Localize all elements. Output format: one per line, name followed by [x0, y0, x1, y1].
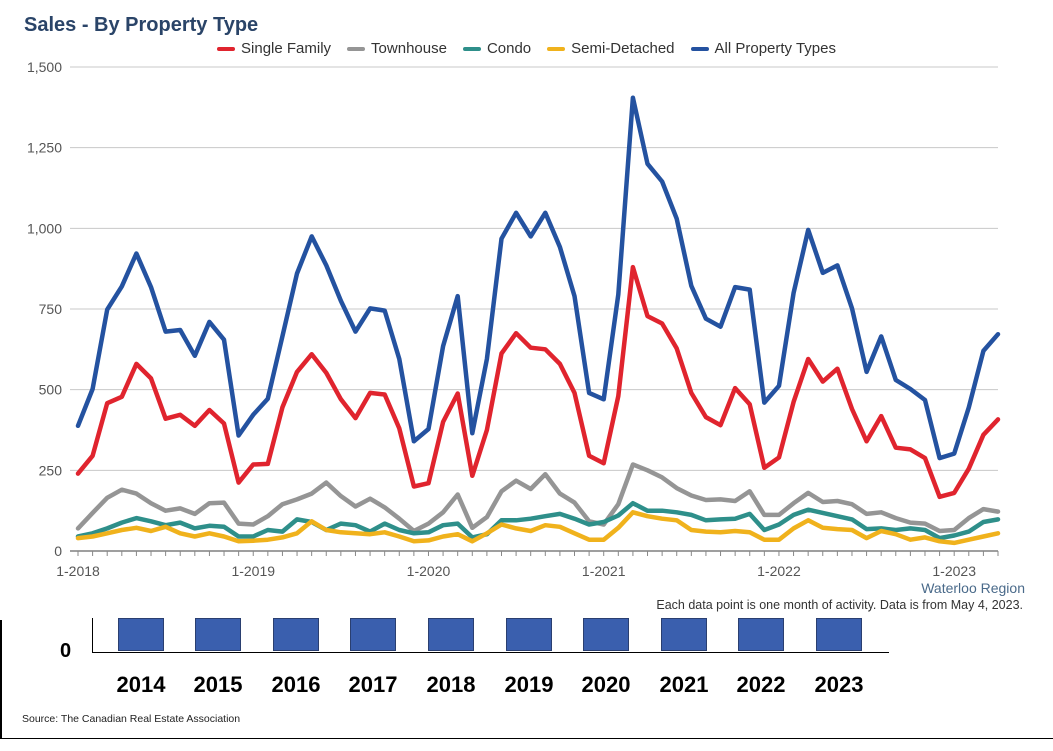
x-tick-label: 1-2021	[582, 563, 626, 579]
y-tick-label: 0	[54, 543, 62, 559]
series-line-condo	[75, 500, 1001, 541]
year-block-2018[interactable]	[428, 618, 474, 651]
year-selector-zero-label: 0	[60, 640, 72, 662]
x-tick-label: 1-2020	[407, 563, 451, 579]
x-tick-label: 1-2023	[932, 563, 976, 579]
year-block-2023[interactable]	[816, 618, 862, 651]
legend-item-condo[interactable]: Condo	[462, 40, 532, 57]
x-tick-label: 1-2019	[231, 563, 275, 579]
year-block-2019[interactable]	[506, 618, 552, 651]
legend-label: All Property Types	[714, 40, 836, 57]
legend-item-single-family[interactable]: Single Family	[217, 40, 331, 57]
year-block-2017[interactable]	[350, 618, 396, 651]
year-label-2016[interactable]: 2016	[271, 672, 321, 697]
year-label-2022[interactable]: 2022	[736, 672, 786, 697]
x-tick-label: 1-2018	[56, 563, 100, 579]
chart-legend: Single Family Townhouse Condo Semi-Detac…	[0, 40, 1053, 57]
year-selector-frame	[0, 620, 1053, 739]
legend-label: Semi-Detached	[571, 40, 675, 57]
source-note: Source: The Canadian Real Estate Associa…	[22, 713, 241, 725]
legend-swatch-icon	[547, 46, 566, 51]
legend-item-townhouse[interactable]: Townhouse	[347, 40, 447, 57]
year-block-2022[interactable]	[738, 618, 784, 651]
chart-series	[75, 95, 1001, 546]
chart-title: Sales - By Property Type	[24, 14, 259, 36]
series-line-townhouse	[75, 462, 1001, 534]
x-axis: 1-2018 1-2019 1-2020 1-2021 1-2022 1-2023	[56, 550, 999, 579]
year-label-2017[interactable]: 2017	[348, 672, 398, 697]
series-line-all-property-types	[75, 95, 1001, 461]
legend-label: Condo	[486, 40, 532, 57]
year-block-2021[interactable]	[661, 618, 707, 651]
y-tick-label: 1,000	[27, 220, 62, 236]
legend-swatch-icon	[217, 46, 236, 51]
y-tick-label: 1,500	[27, 59, 62, 75]
y-tick-label: 750	[39, 301, 63, 317]
year-block-2016[interactable]	[273, 618, 319, 651]
x-tick-label: 1-2022	[757, 563, 801, 579]
year-label-2019[interactable]: 2019	[504, 672, 554, 697]
year-block-2014[interactable]	[118, 618, 164, 651]
y-tick-label: 1,250	[27, 140, 62, 156]
year-label-2014[interactable]: 2014	[116, 672, 166, 697]
legend-swatch-icon	[690, 46, 709, 51]
y-axis-tick-labels: 0 250 500 750 1,000 1,250 1,500	[27, 59, 62, 559]
legend-item-all-property-types[interactable]: All Property Types	[690, 40, 836, 57]
year-label-2020[interactable]: 2020	[581, 672, 631, 697]
series-line-semi-detached	[75, 510, 1001, 546]
year-label-2018[interactable]: 2018	[426, 672, 476, 697]
chart-gridlines	[70, 66, 998, 471]
legend-swatch-icon	[462, 46, 481, 51]
legend-label: Single Family	[241, 40, 332, 57]
legend-label: Townhouse	[371, 40, 447, 57]
year-selector-axis	[92, 618, 889, 653]
year-label-2015[interactable]: 2015	[193, 672, 243, 697]
year-label-2021[interactable]: 2021	[659, 672, 709, 697]
y-tick-label: 250	[39, 462, 63, 478]
year-block-2015[interactable]	[195, 618, 241, 651]
year-block-2020[interactable]	[583, 618, 629, 651]
legend-swatch-icon	[347, 46, 366, 51]
y-tick-label: 500	[39, 382, 63, 398]
series-line-single-family	[75, 264, 1001, 500]
data-note: Each data point is one month of activity…	[656, 598, 1023, 612]
year-label-2023[interactable]: 2023	[814, 672, 864, 697]
legend-item-semi-detached[interactable]: Semi-Detached	[547, 40, 675, 57]
frame-bottom-line	[0, 738, 1053, 739]
region-label: Waterloo Region	[921, 580, 1025, 596]
